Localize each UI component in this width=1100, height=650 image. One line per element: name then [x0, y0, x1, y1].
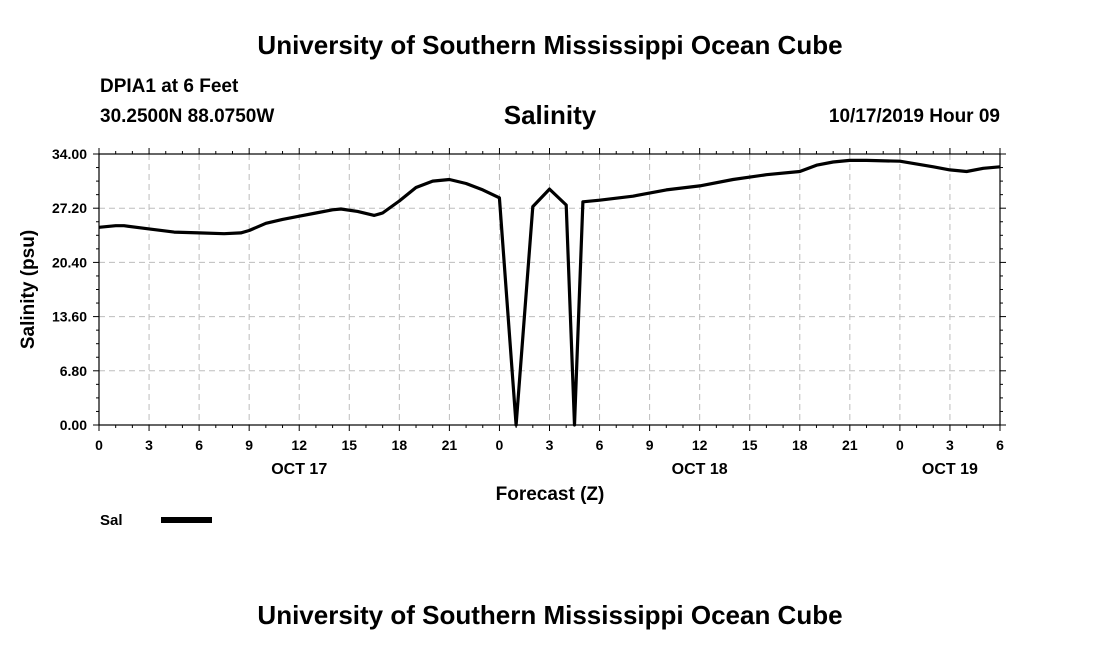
station-coordinates: 30.2500N 88.0750W	[100, 106, 275, 127]
y-tick-label: 34.00	[52, 146, 87, 162]
chart-title: Salinity	[503, 100, 597, 130]
series-line-sal	[98, 158, 1001, 427]
x-tick-label: 3	[145, 437, 153, 453]
x-day-label: OCT 17	[271, 461, 327, 478]
y-tick-label: 0.00	[60, 417, 87, 433]
x-tick-label: 0	[95, 437, 103, 453]
plot-frame	[98, 153, 1001, 426]
x-day-label: OCT 18	[672, 461, 728, 478]
x-tick-label: 9	[646, 437, 654, 453]
x-day-label: OCT 19	[922, 461, 978, 478]
x-tick-label: 18	[392, 437, 408, 453]
x-tick-label: 21	[842, 437, 858, 453]
series-layer	[98, 158, 1001, 427]
x-tick-label: 0	[496, 437, 504, 453]
x-tick-label: 0	[896, 437, 904, 453]
x-tick-label: 12	[291, 437, 307, 453]
x-tick-label: 18	[792, 437, 808, 453]
station-name: DPIA1 at 6 Feet	[100, 76, 239, 97]
x-tick-labels: 0 3 6 9 12 15 18 21 0 3 6 9 12 15 18 21 0 3 6	[95, 437, 1004, 453]
legend-label-sal: Sal	[100, 512, 123, 529]
x-axis-label: Forecast (Z)	[496, 484, 605, 505]
x-tick-label: 15	[742, 437, 758, 453]
y-tick-label: 20.40	[52, 254, 87, 270]
x-tick-label: 3	[546, 437, 554, 453]
y-tick-label: 13.60	[52, 309, 87, 325]
page-title: University of Southern Mississippi Ocean…	[257, 30, 843, 60]
y-tick-label: 27.20	[52, 200, 87, 216]
x-tick-label: 6	[596, 437, 604, 453]
legend: Sal	[100, 512, 212, 529]
x-tick-label: 3	[946, 437, 954, 453]
y-axis-label: Salinity (psu)	[18, 230, 39, 349]
y-tick-label: 6.80	[60, 363, 87, 379]
x-tick-label: 15	[341, 437, 357, 453]
grid-lines	[99, 154, 1000, 425]
x-tick-label: 12	[692, 437, 708, 453]
y-tick-labels: 0.00 6.80 13.60 20.40 27.20 34.00	[52, 146, 87, 433]
x-tick-label: 9	[245, 437, 253, 453]
x-tick-label: 6	[195, 437, 203, 453]
forecast-datetime: 10/17/2019 Hour 09	[828, 106, 1000, 127]
x-tick-label: 6	[996, 437, 1004, 453]
footer-title: University of Southern Mississippi Ocean…	[257, 600, 843, 630]
x-day-labels: OCT 17 OCT 18 OCT 19	[271, 461, 978, 478]
x-tick-label: 21	[442, 437, 458, 453]
